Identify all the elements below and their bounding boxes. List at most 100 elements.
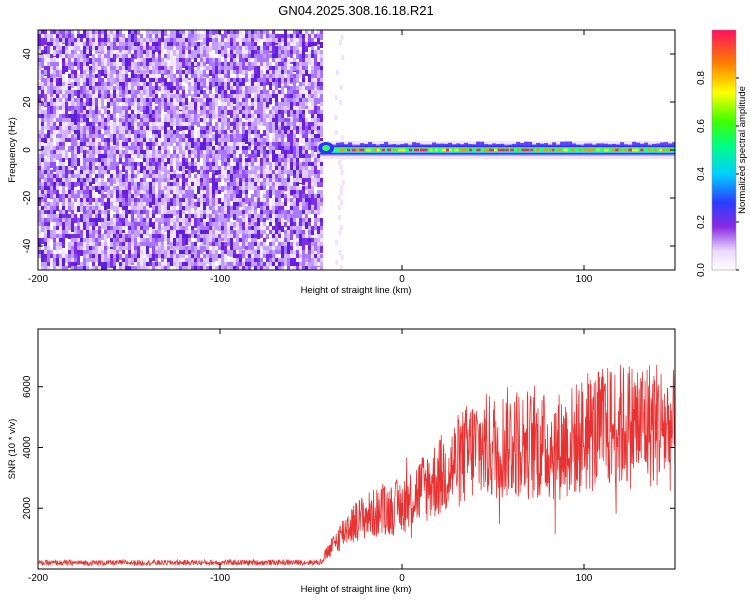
heatmap-cell [233,78,236,84]
heatmap-cell [320,218,323,223]
heatmap-cell [251,254,254,258]
heatmap-cell [203,126,206,133]
heatmap-cell [308,126,311,131]
heatmap-cell [245,162,248,166]
heatmap-cell [239,106,242,112]
heatmap-cell [317,130,320,136]
heatmap-cell [296,94,299,100]
heatmap-cell [293,238,296,245]
heatmap-cell [221,34,224,40]
heatmap-cell [314,74,317,80]
heatmap-cell [197,34,200,40]
heatmap-cell [110,42,113,53]
heatmap-cell [257,150,260,157]
heatmap-cell [212,38,215,49]
heatmap-cell [44,178,47,185]
heatmap-cell [305,122,308,129]
heatmap-cell [233,214,236,220]
heatmap-cell [167,258,170,263]
heatmap-cell [89,38,92,49]
heatmap-cell [137,126,140,130]
heatmap-cell [140,190,143,195]
heatmap-cell [239,166,242,170]
heatmap-cell [107,126,110,130]
heatmap-cell [170,54,173,61]
heatmap-cell [203,190,206,194]
heatmap-cell [191,166,194,173]
heatmap-cell [53,162,56,172]
heatmap-cell [206,146,209,151]
heatmap-cell [161,262,164,266]
heatmap-cell [53,146,56,152]
heatmap-cell [308,166,311,170]
heatmap-cell [125,186,128,190]
heatmap-cell [146,50,149,57]
heatmap-cell [182,34,185,40]
signal-hotspot [612,148,617,152]
heatmap-cell [287,222,290,228]
heatmap-cell [161,214,164,220]
heatmap-cell [182,78,185,82]
heatmap-cell [200,146,203,152]
heatmap-cell [149,38,152,42]
heatmap-cell [176,162,179,167]
heatmap-cell [218,106,221,112]
heatmap-cell [86,102,89,108]
heatmap-cell [230,42,233,48]
heatmap-cell [143,86,146,90]
heatmap-cell [254,266,257,270]
heatmap-cell [314,166,317,175]
heatmap-cell [182,158,185,166]
heatmap-cell [311,170,314,174]
heatmap-cell [125,146,128,152]
heatmap-cell [116,30,119,35]
heatmap-cell [86,186,89,196]
heatmap-cell [257,158,260,166]
heatmap-cell [152,118,155,122]
heatmap-cell [287,226,290,233]
heatmap-cell [182,230,185,237]
heatmap-cell [293,50,296,54]
heatmap-cell [140,102,143,106]
heatmap-cell [89,230,92,236]
heatmap-cell [200,178,203,183]
heatmap-cell [65,50,68,56]
heatmap-cell [170,154,173,160]
heatmap-cell [158,114,161,120]
heatmap-cell [317,222,320,226]
heatmap-cell [281,62,284,69]
heatmap-cell [311,82,314,87]
heatmap-cell [290,258,293,267]
heatmap-cell [113,90,116,100]
heatmap-cell [185,250,188,255]
heatmap-cell [65,226,68,233]
heatmap-cell [164,214,167,221]
heatmap-cell [284,246,287,253]
heatmap-cell [98,90,101,95]
heatmap-cell [167,70,170,77]
heatmap-cell [305,202,308,212]
heatmap-cell [206,266,209,270]
heatmap-cell [227,166,230,172]
heatmap-cell [38,118,41,127]
heatmap-cell [185,110,188,115]
heatmap-cell [317,46,320,51]
heatmap-cell [200,94,203,99]
signal-bump [492,143,497,146]
heatmap-cell [41,238,44,244]
heatmap-cell [200,90,203,96]
heatmap-cell [179,234,182,238]
heatmap-cell [140,70,143,76]
heatmap-cell [173,154,176,161]
heatmap-cell [176,66,179,73]
heatmap-cell [164,262,167,269]
heatmap-cell [266,158,269,162]
heatmap-cell [320,30,323,34]
signal-bump [528,141,533,146]
heatmap-cell [185,194,188,198]
heatmap-cell [314,242,317,251]
heatmap-cell [98,134,101,141]
heatmap-cell [251,174,254,179]
heatmap-cell [128,66,131,72]
heatmap-cell [173,222,176,232]
